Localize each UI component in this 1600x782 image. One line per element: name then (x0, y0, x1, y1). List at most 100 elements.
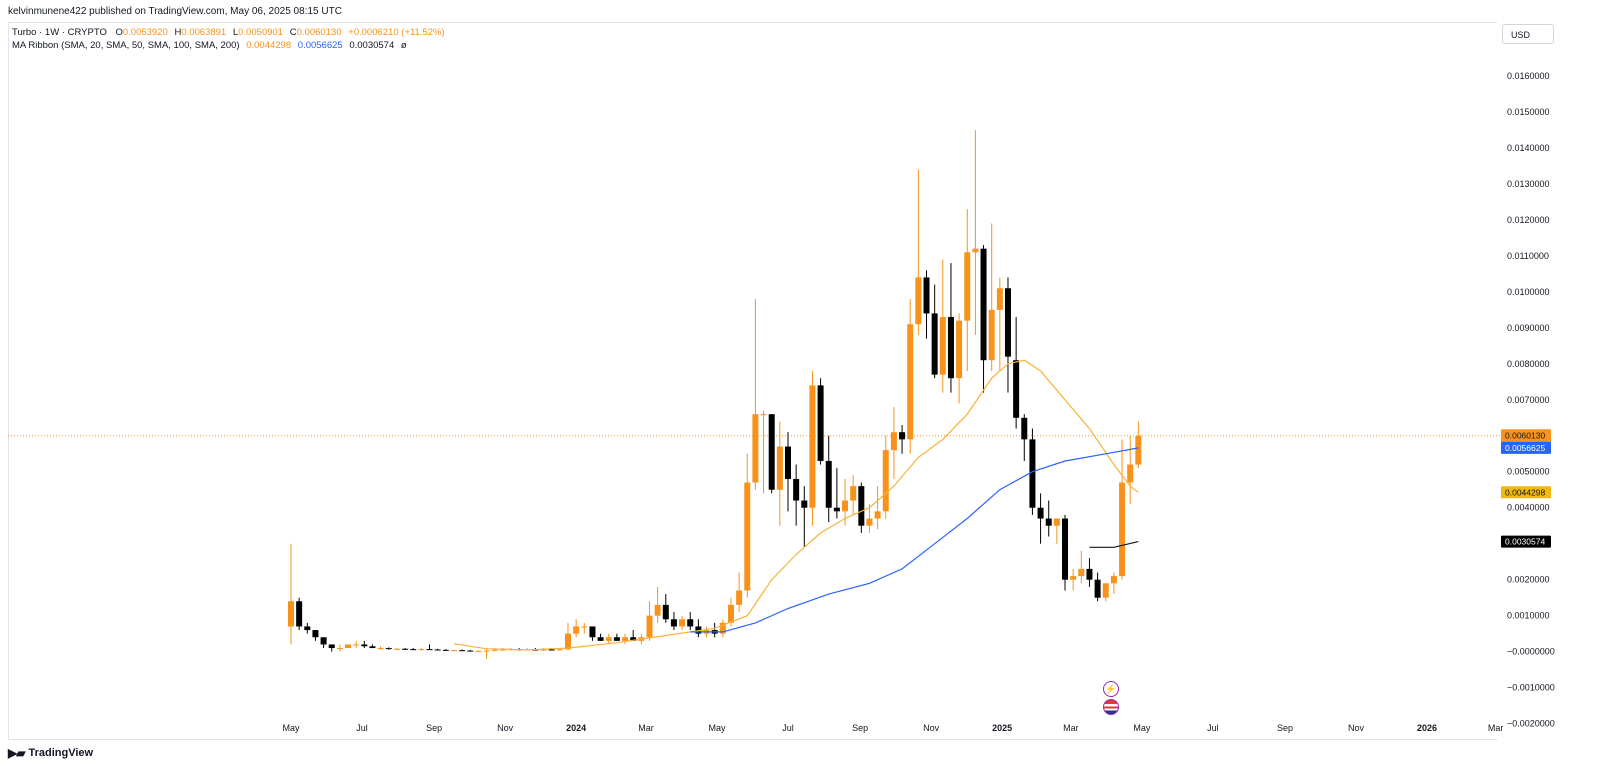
candle (833, 468, 840, 519)
candle-body (589, 626, 596, 638)
tradingview-brand: TradingView (28, 747, 94, 759)
candle-body (825, 460, 832, 508)
candle (768, 414, 775, 494)
candle (654, 586, 661, 623)
candle-body (695, 626, 702, 634)
candle-body (679, 619, 686, 627)
candle (328, 644, 335, 652)
candle-body (1119, 482, 1126, 577)
y-axis: 0.0160000 0.0150000 0.0140000 0.0130000 0.01… (1507, 71, 1555, 729)
high-label: H (174, 27, 182, 38)
y-tick-label: −0.0000000 (1507, 647, 1555, 657)
candle-body (353, 644, 360, 646)
tradingview-mark-icon: ▶▰ (8, 746, 25, 760)
candle (915, 169, 922, 336)
candle-body (833, 507, 840, 512)
ma-ribbon-legend: MA Ribbon (SMA, 20, SMA, 50, SMA, 100, S… (12, 40, 407, 51)
low-value: 0.0050901 (238, 27, 284, 38)
candle (866, 504, 873, 533)
candle-body (442, 649, 449, 651)
candle-body (907, 324, 914, 440)
candle (711, 622, 718, 638)
x-tick-label: Nov (1348, 723, 1365, 733)
candle (1053, 518, 1060, 544)
price-tag-sma20: 0.0044298 (1501, 486, 1551, 499)
candle-body (972, 248, 979, 253)
candle (459, 649, 466, 652)
candle-body (450, 650, 457, 652)
lightning-icon[interactable]: ⚡ (1103, 681, 1119, 697)
candle-body (393, 648, 400, 650)
candle-body (947, 317, 954, 379)
candle-body (475, 650, 482, 652)
candle-body (320, 637, 327, 645)
open-label: O (115, 27, 123, 38)
candle (377, 646, 384, 650)
sma100-line (1089, 541, 1139, 548)
x-tick-label: Mar (1063, 723, 1079, 733)
price-tag-bg (1501, 441, 1551, 454)
y-tick-label: 0.0160000 (1507, 71, 1550, 81)
candle (1070, 568, 1077, 591)
candle (1119, 439, 1126, 580)
price-tag-sma100: 0.0030574 (1501, 535, 1551, 548)
candle-body (1078, 568, 1085, 577)
price-tag-label: 0.0056625 (1505, 443, 1545, 453)
candle (361, 640, 368, 649)
candle (662, 594, 669, 623)
price-tag-sma50: 0.0056625 (1501, 441, 1551, 454)
candle (646, 601, 653, 641)
candle-body (540, 649, 547, 651)
candle-body (385, 648, 392, 650)
candle (288, 543, 294, 645)
candle-body (793, 478, 800, 501)
candle (850, 475, 857, 515)
candle-body (613, 637, 620, 641)
x-tick-label: Mar (1488, 723, 1504, 733)
x-tick-label: Sep (426, 723, 442, 733)
candle (589, 626, 596, 641)
candle-body (744, 482, 751, 591)
candle-body (296, 601, 303, 627)
candle (776, 421, 783, 526)
candle (402, 648, 409, 650)
candle (1102, 583, 1109, 602)
currency-button[interactable]: USD (1502, 24, 1554, 44)
high-value: 0.0063891 (181, 27, 227, 38)
x-tick-label: Sep (852, 723, 868, 733)
candle (597, 633, 604, 641)
candle (719, 619, 726, 638)
candle (1045, 500, 1052, 537)
candle-body (866, 518, 873, 526)
candle-body (939, 317, 946, 375)
candle (353, 640, 360, 649)
candle-body (345, 644, 352, 649)
y-tick-label: 0.0090000 (1507, 323, 1550, 333)
candle-body (1070, 576, 1077, 580)
candle-body (597, 637, 604, 641)
x-tick-label: Nov (497, 723, 514, 733)
ma-ribbon-label: MA Ribbon (SMA, 20, SMA, 50, SMA, 100, S… (12, 40, 240, 51)
x-tick-label: Nov (923, 723, 940, 733)
candle-body (1135, 435, 1142, 465)
y-tick-label: −0.0010000 (1507, 683, 1555, 693)
candle-body (956, 320, 963, 379)
candle (622, 633, 629, 645)
candle (1037, 493, 1044, 544)
chart-frame (8, 22, 1497, 740)
y-tick-label: 0.0050000 (1507, 467, 1550, 477)
us-flag-icon[interactable] (1103, 699, 1119, 715)
candle-body (369, 646, 376, 649)
candle (345, 644, 352, 649)
candle (744, 453, 751, 598)
candle (320, 637, 327, 649)
candle-body (573, 626, 580, 634)
candles (288, 129, 1142, 659)
candle (630, 630, 637, 641)
sma200-value: ø (400, 40, 407, 51)
candle (899, 424, 906, 454)
candle-body (1013, 360, 1020, 418)
price-tag-label: 0.0060130 (1505, 430, 1545, 440)
candle-body (1037, 507, 1044, 519)
